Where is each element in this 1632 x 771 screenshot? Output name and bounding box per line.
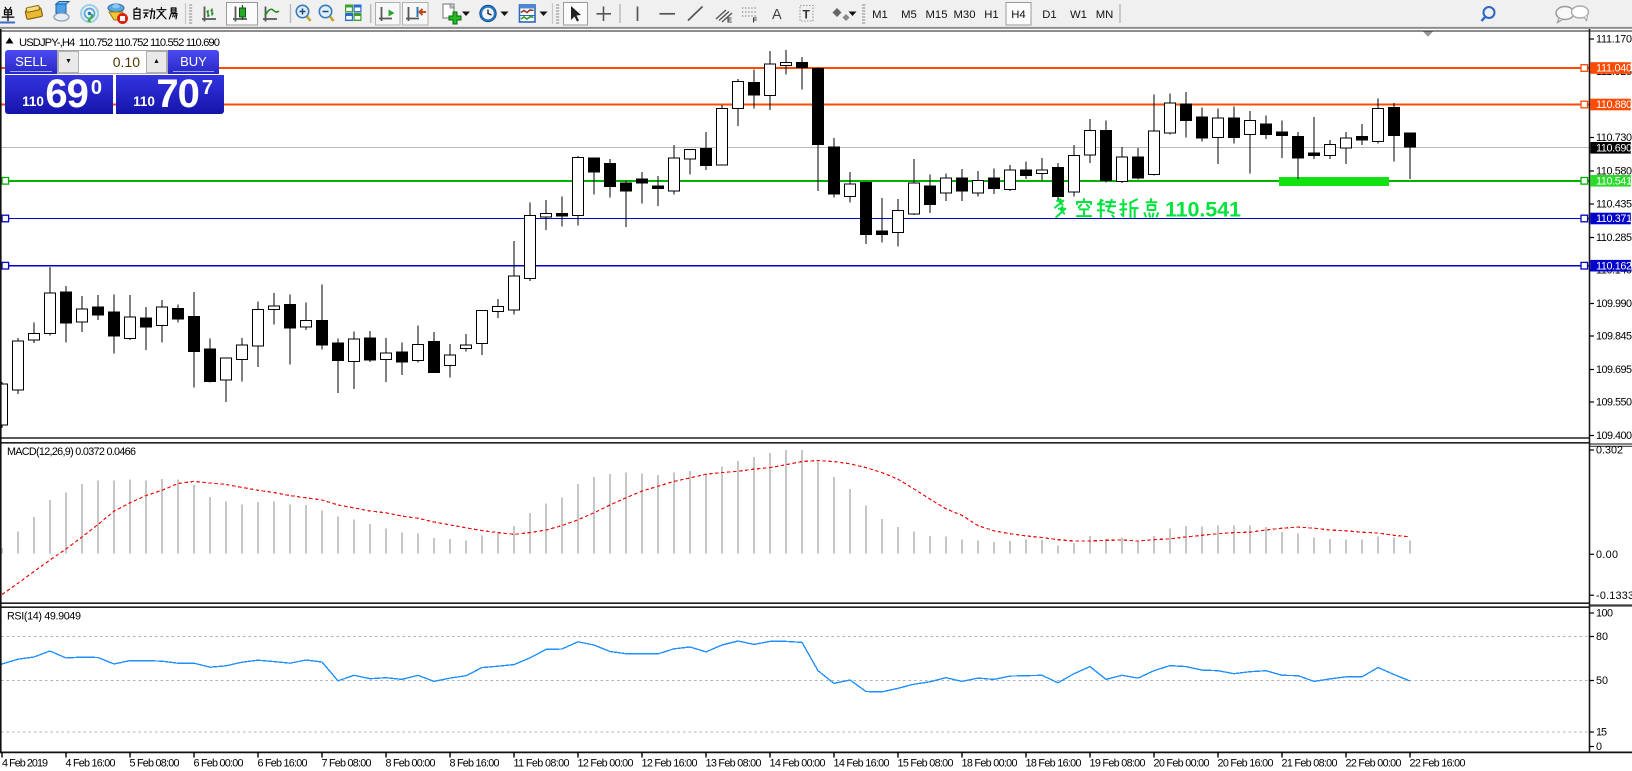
svg-text:18 Feb 00:00: 18 Feb 00:00	[962, 758, 1018, 770]
svg-text:110.285: 110.285	[1596, 232, 1632, 244]
svg-text:111.040: 111.040	[1596, 63, 1632, 75]
svg-text:7 Feb 08:00: 7 Feb 08:00	[322, 758, 372, 770]
svg-text:T: T	[803, 8, 811, 22]
svg-text:13 Feb 08:00: 13 Feb 08:00	[706, 758, 762, 770]
svg-text:0.00: 0.00	[1596, 549, 1618, 561]
svg-text:USDJPY-,H4 110.752 110.752 11: USDJPY-,H4 110.752 110.752 110.552 110.6…	[19, 37, 220, 49]
svg-text:8 Feb 00:00: 8 Feb 00:00	[386, 758, 436, 770]
svg-text:20 Feb 00:00: 20 Feb 00:00	[1154, 758, 1210, 770]
svg-text:110.880: 110.880	[1596, 99, 1632, 111]
svg-text:100: 100	[1596, 608, 1613, 620]
svg-text:F: F	[753, 16, 758, 25]
svg-text:109.695: 109.695	[1596, 364, 1632, 376]
svg-text:109.990: 109.990	[1596, 298, 1632, 310]
svg-text:M15: M15	[926, 9, 948, 21]
svg-text:MN: MN	[1096, 9, 1114, 21]
svg-text:110.435: 110.435	[1596, 199, 1632, 211]
svg-text:19 Feb 08:00: 19 Feb 08:00	[1090, 758, 1146, 770]
svg-text:4 Feb 16:00: 4 Feb 16:00	[66, 758, 116, 770]
svg-text:0.302: 0.302	[1596, 445, 1623, 457]
svg-text:50: 50	[1596, 675, 1608, 687]
svg-text:109.845: 109.845	[1596, 331, 1632, 343]
svg-text:12 Feb 16:00: 12 Feb 16:00	[642, 758, 698, 770]
svg-text:110.541: 110.541	[1165, 198, 1241, 222]
svg-text:14 Feb 00:00: 14 Feb 00:00	[770, 758, 826, 770]
svg-text:18 Feb 16:00: 18 Feb 16:00	[1026, 758, 1082, 770]
svg-text:110.690: 110.690	[1596, 143, 1632, 155]
svg-text:0: 0	[1596, 741, 1602, 753]
svg-text:15: 15	[1596, 727, 1607, 739]
svg-text:5 Feb 08:00: 5 Feb 08:00	[130, 758, 180, 770]
svg-text:6 Feb 00:00: 6 Feb 00:00	[194, 758, 244, 770]
svg-text:109.400: 109.400	[1596, 430, 1632, 442]
svg-text:W1: W1	[1070, 9, 1087, 21]
svg-text:110.730: 110.730	[1596, 132, 1632, 144]
svg-text:12 Feb 00:00: 12 Feb 00:00	[578, 758, 634, 770]
svg-text:20 Feb 16:00: 20 Feb 16:00	[1218, 758, 1274, 770]
svg-text:110.580: 110.580	[1596, 166, 1632, 178]
svg-text:110.371: 110.371	[1596, 213, 1632, 225]
svg-text:14 Feb 16:00: 14 Feb 16:00	[834, 758, 890, 770]
svg-text:4 Feb 2019: 4 Feb 2019	[2, 758, 48, 770]
svg-text:M5: M5	[901, 9, 917, 21]
svg-text:6 Feb 16:00: 6 Feb 16:00	[258, 758, 308, 770]
svg-text:8 Feb 16:00: 8 Feb 16:00	[450, 758, 500, 770]
svg-text:H1: H1	[984, 9, 998, 21]
svg-text:E: E	[727, 16, 732, 25]
svg-text:-0.1333: -0.1333	[1596, 590, 1632, 602]
svg-text:M30: M30	[954, 9, 976, 21]
svg-text:110.541: 110.541	[1596, 176, 1632, 188]
svg-text:11 Feb 08:00: 11 Feb 08:00	[514, 758, 570, 770]
svg-text:15 Feb 08:00: 15 Feb 08:00	[898, 758, 954, 770]
svg-text:22 Feb 00:00: 22 Feb 00:00	[1346, 758, 1402, 770]
svg-text:21 Feb 08:00: 21 Feb 08:00	[1282, 758, 1338, 770]
svg-text:109.550: 109.550	[1596, 397, 1632, 409]
svg-text:MACD(12,26,9) 0.0372 0.0466: MACD(12,26,9) 0.0372 0.0466	[7, 446, 136, 458]
svg-text:22 Feb 16:00: 22 Feb 16:00	[1410, 758, 1466, 770]
svg-text:111.170: 111.170	[1596, 34, 1632, 46]
svg-text:H4: H4	[1011, 9, 1025, 21]
svg-text:110.162: 110.162	[1596, 260, 1632, 272]
svg-text:80: 80	[1596, 631, 1608, 643]
svg-text:M1: M1	[872, 9, 888, 21]
svg-text:RSI(14) 49.9049: RSI(14) 49.9049	[7, 611, 81, 623]
svg-text:A: A	[772, 7, 782, 23]
svg-text:D1: D1	[1042, 9, 1056, 21]
